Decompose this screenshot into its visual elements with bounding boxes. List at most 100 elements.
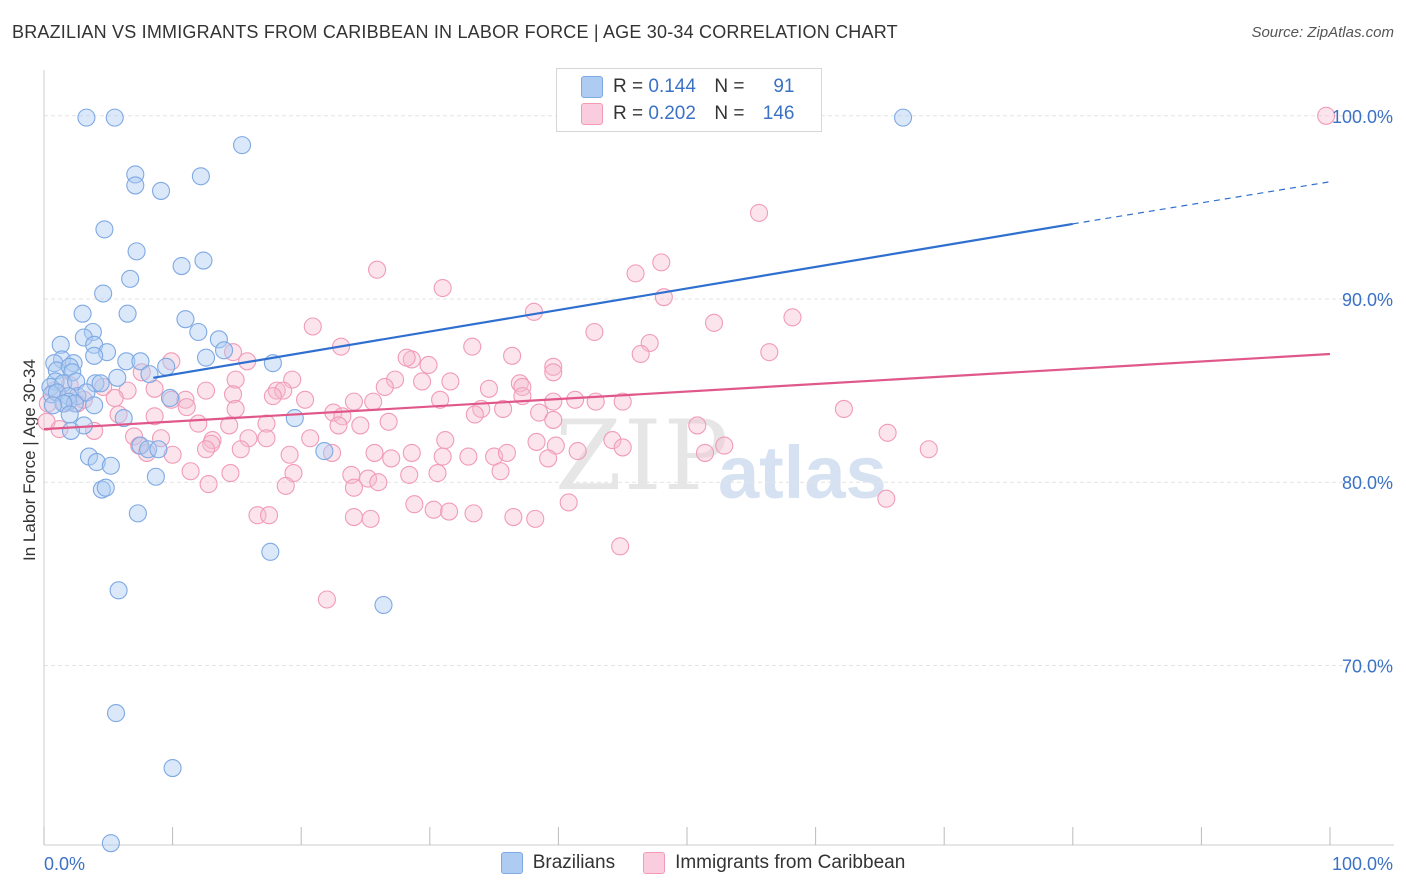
caribbean-point [124, 427, 144, 446]
caribbean-point [303, 317, 322, 336]
caribbean-point [105, 388, 124, 408]
legend-swatch-blue [500, 852, 523, 874]
caribbean-point [375, 377, 394, 397]
caribbean-point [626, 264, 645, 283]
caribbean-point [479, 379, 499, 398]
brazilian-point [101, 834, 120, 853]
brazilian-point [374, 595, 393, 615]
brazilian-point [209, 330, 228, 349]
caribbean-point [834, 399, 853, 418]
caribbean-point [688, 416, 707, 435]
caribbean-point [296, 390, 315, 409]
trend-lines [43, 181, 1331, 431]
caribbean-point [151, 429, 171, 448]
brazilian-point [114, 409, 133, 428]
caribbean-point [382, 449, 401, 468]
legend-item-caribbean[interactable]: Immigrants from Caribbean [643, 852, 905, 874]
brazilian-point [101, 456, 120, 475]
caribbean-point [369, 473, 388, 492]
brazilian-point [163, 758, 182, 778]
caribbean-point [231, 440, 250, 459]
legend-label: Immigrants from Caribbean [675, 852, 906, 873]
tick-labels: 70.0% 80.0% 90.0% 100.0% 0.0% 100.0% [44, 107, 1393, 874]
brazilian-point [108, 368, 127, 387]
caribbean-point [163, 445, 182, 464]
caribbean-point [544, 357, 563, 376]
caribbean-point [280, 445, 299, 464]
source-label: Source: ZipAtlas.com [1251, 24, 1394, 41]
brazilian-point [139, 440, 158, 459]
brazilian-point [149, 440, 168, 459]
caribbean-point [704, 313, 724, 332]
caribbean-point [878, 423, 897, 442]
legend-item-brazilians[interactable]: Brazilians [500, 852, 615, 874]
brazilian-point [105, 108, 124, 127]
legend-row-brazilians: R = 0.144 N = 91 [581, 75, 795, 99]
series-legend: Brazilians Immigrants from Caribbean [0, 852, 1406, 874]
brazilian-point [43, 396, 63, 415]
data-points [37, 106, 1336, 853]
caribbean-point [464, 504, 483, 523]
brazilian-point [214, 341, 234, 360]
caribbean-point [365, 443, 384, 462]
legend-swatch-pink [581, 103, 603, 125]
n-label: N = [714, 76, 745, 97]
caribbean-point [613, 392, 632, 411]
caribbean-point [223, 385, 243, 404]
caribbean-point [440, 502, 459, 521]
caribbean-point [361, 509, 380, 528]
caribbean-point [368, 260, 387, 279]
brazilian-point [131, 352, 150, 371]
caribbean-point [433, 278, 452, 298]
brazilian-point [67, 372, 86, 391]
brazilian-point [232, 136, 252, 155]
caribbean-point [386, 370, 405, 389]
caribbean-point [603, 431, 622, 450]
caribbean-point [220, 416, 239, 435]
brazilian-point [261, 542, 280, 561]
caribbean-point [749, 203, 769, 222]
watermark-atlas: atlas [718, 431, 887, 514]
caribbean-point [566, 390, 585, 409]
caribbean-point [652, 253, 671, 272]
brazilian-point [285, 409, 304, 428]
caribbean-point [465, 405, 484, 424]
brazilian-point [60, 405, 79, 424]
n-value: 91 [773, 76, 795, 97]
caribbean-point [276, 476, 295, 495]
brazilian-point [91, 374, 110, 393]
brazilian-point [189, 322, 208, 342]
caribbean-point [544, 363, 563, 382]
brazilian-point [45, 354, 64, 373]
caribbean-point [513, 377, 532, 397]
caribbean-point [568, 442, 587, 461]
caribbean-point [433, 447, 452, 466]
r-value: 0.144 [648, 76, 696, 97]
brazilian-point [85, 346, 104, 365]
caribbean-point [428, 464, 447, 483]
brazilian-point [96, 478, 115, 497]
caribbean-point [1317, 106, 1336, 125]
caribbean-point [419, 355, 438, 375]
x-tick-label: 100.0% [1332, 854, 1393, 874]
caribbean-point [351, 416, 370, 435]
caribbean-point [504, 507, 523, 527]
caribbean-point [611, 537, 630, 556]
caribbean-point [431, 390, 450, 409]
caribbean-point [530, 403, 549, 422]
brazilian-point [109, 581, 128, 600]
brazilian-point [51, 335, 70, 354]
caribbean-point [202, 434, 221, 453]
y-tick-label: 100.0% [1332, 107, 1393, 127]
caribbean-point [317, 590, 336, 609]
caribbean-point [877, 489, 896, 508]
brazilian-point [893, 108, 913, 127]
n-label: N = [714, 103, 745, 124]
axes [43, 70, 1394, 846]
legend-swatch-pink [643, 852, 666, 874]
caribbean-point [329, 416, 348, 435]
y-tick-label: 90.0% [1342, 290, 1393, 310]
caribbean-point [226, 399, 245, 418]
brazilian-point [121, 269, 140, 288]
